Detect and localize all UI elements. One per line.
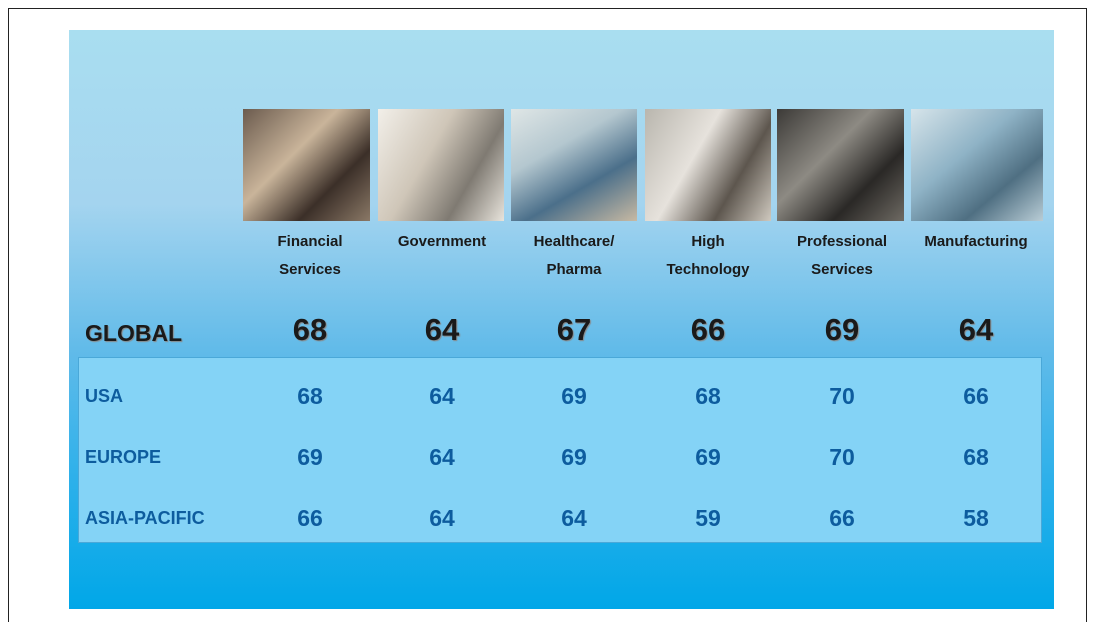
cell-value: 64: [429, 444, 455, 470]
global-value: 69: [824, 312, 860, 347]
row-label: EUROPE: [85, 447, 162, 467]
cell-value: 66: [297, 505, 323, 531]
photo: [511, 109, 637, 221]
frame: [8, 8, 1087, 622]
cell-value: 69: [561, 444, 587, 470]
row-label: ASIA-PACIFIC: [85, 508, 205, 528]
global-value: 64: [424, 312, 460, 347]
photo: [243, 109, 370, 221]
global-value: 66: [690, 312, 726, 347]
global-value: 68: [292, 312, 328, 347]
photo: [378, 109, 504, 221]
cell-value: 66: [829, 505, 855, 531]
column-header: Services: [811, 261, 873, 278]
column-header: Government: [397, 233, 487, 250]
cell-value: 64: [429, 383, 455, 409]
cell-value: 68: [297, 383, 323, 409]
cell-value: 66: [963, 383, 989, 409]
column-header: Services: [279, 261, 341, 278]
region-panel: [78, 357, 1042, 543]
cell-value: 59: [695, 505, 721, 531]
column-header: Healthcare/: [533, 233, 615, 250]
global-value: 67: [556, 312, 592, 347]
photo: [911, 109, 1043, 221]
cell-value: 70: [829, 383, 855, 409]
row-label: USA: [85, 386, 124, 406]
cell-value: 58: [963, 505, 989, 531]
column-header: High: [691, 233, 725, 250]
global-value: 64: [958, 312, 994, 347]
cell-value: 69: [297, 444, 323, 470]
photo: [777, 109, 904, 221]
cell-value: 68: [695, 383, 721, 409]
cell-value: 69: [561, 383, 587, 409]
cell-value: 70: [829, 444, 855, 470]
cell-value: 68: [963, 444, 989, 470]
row-label: GLOBAL: [85, 320, 183, 346]
cell-value: 64: [429, 505, 455, 531]
column-header: Technology: [666, 261, 750, 278]
cell-value: 69: [695, 444, 721, 470]
photo: [645, 109, 771, 221]
column-header: Manufacturing: [924, 233, 1028, 250]
cell-value: 64: [561, 505, 587, 531]
column-header: Financial: [277, 233, 343, 250]
column-header: Professional: [796, 233, 888, 250]
column-header: Pharma: [546, 261, 602, 278]
